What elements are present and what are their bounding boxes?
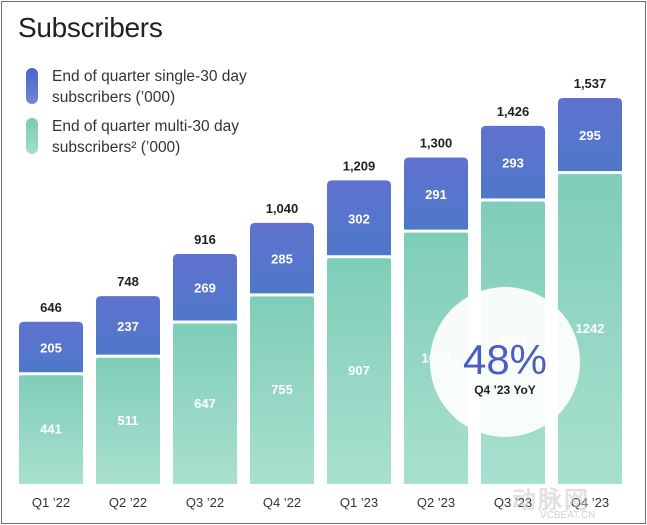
data-label-total: 1,040: [266, 201, 299, 216]
bar-single: [19, 321, 83, 374]
badge-value: 48%: [463, 336, 547, 383]
bar-single: [327, 180, 391, 257]
bars: 205 441 646 237 511 748 269 647 916 285 755 1,040 30…: [19, 76, 622, 484]
bar-separator: [481, 198, 545, 202]
data-label-single: 293: [502, 156, 524, 171]
badge-label: Q4 ’23 YoY: [474, 383, 536, 397]
yoy-badge: 48%Q4 ’23 YoY: [430, 287, 580, 437]
data-label-total: 748: [117, 274, 139, 289]
legend-swatch-multi: [26, 118, 38, 154]
bar-separator: [19, 372, 83, 376]
bar-multi: [250, 294, 314, 484]
data-label-multi: 755: [271, 382, 293, 397]
x-tick-label: Q3 ’22: [186, 495, 224, 510]
data-label-single: 291: [425, 187, 447, 202]
bar-single: [481, 125, 545, 200]
legend-label-single: End of quarter single-30 day subscribers…: [52, 68, 247, 106]
watermark-sub: VCBEAT.CN: [540, 510, 596, 521]
x-tick-label: Q4 ’22: [263, 495, 301, 510]
data-label-total: 1,537: [574, 76, 607, 91]
bar-single: [173, 253, 237, 322]
watermark-logo: 动脉网: [512, 487, 590, 514]
data-label-single: 205: [40, 341, 62, 356]
bar-separator: [173, 320, 237, 324]
x-tick-label: Q2 ’22: [109, 495, 147, 510]
data-label-total: 1,426: [497, 104, 530, 119]
bar-single: [404, 157, 468, 231]
bar-multi: [96, 355, 160, 484]
bar-multi: [327, 256, 391, 484]
bar-separator: [250, 293, 314, 297]
badge-circle: [430, 287, 580, 437]
x-tick-label: Q1 ’23: [340, 495, 378, 510]
bar-single: [558, 98, 622, 173]
data-label-multi: 441: [40, 422, 62, 437]
bar-separator: [96, 354, 160, 358]
data-label-multi: 907: [348, 363, 370, 378]
legend-label-multi: End of quarter multi-30 day subscribers²…: [52, 118, 239, 156]
data-label-single: 237: [117, 319, 139, 334]
x-tick-label: Q2 ’23: [417, 495, 455, 510]
x-tick-label: Q1 ’22: [32, 495, 70, 510]
data-label-single: 269: [194, 281, 216, 296]
bar-multi: [19, 373, 83, 484]
bar-separator: [558, 171, 622, 175]
data-label-multi: 647: [194, 396, 216, 411]
data-label-single: 295: [579, 128, 601, 143]
bar-separator: [327, 255, 391, 259]
x-tick-label: Q3 ’23: [494, 495, 532, 510]
data-label-total: 646: [40, 300, 62, 315]
bar-separator: [404, 229, 468, 233]
data-label-total: 916: [194, 232, 216, 247]
bar-single: [250, 222, 314, 295]
legend-swatch-single: [26, 68, 38, 104]
bar-single: [96, 296, 160, 356]
bar-multi: [558, 172, 622, 484]
data-label-single: 285: [271, 252, 293, 267]
data-label-multi: 1242: [576, 321, 605, 336]
data-label-total: 1,300: [420, 136, 453, 151]
bar-multi: [173, 321, 237, 484]
x-tick-label: Q4 ’23: [571, 495, 609, 510]
data-label-total: 1,209: [343, 158, 376, 173]
data-label-single: 302: [348, 211, 370, 226]
data-label-multi: 511: [118, 413, 139, 428]
chart-title: Subscribers: [18, 12, 163, 43]
